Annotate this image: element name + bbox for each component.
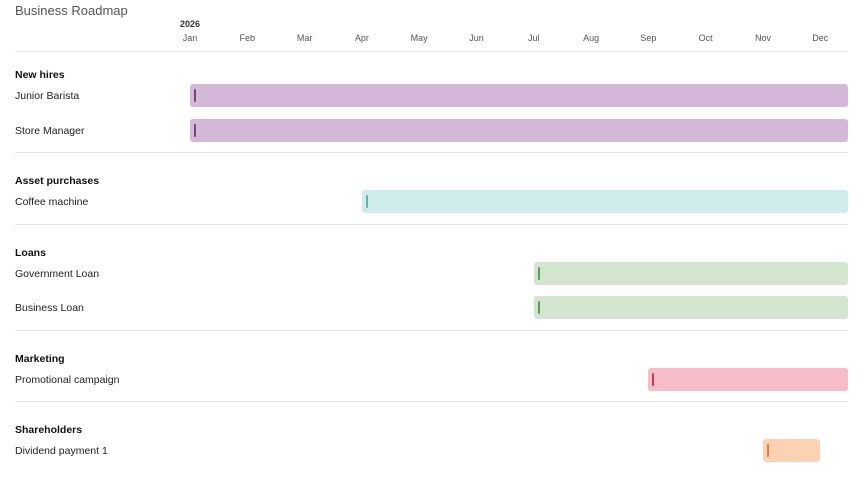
- task-bar-business-loan[interactable]: [533, 296, 848, 319]
- timeline-year: 2026: [180, 19, 201, 29]
- month-label-nov: Nov: [754, 33, 772, 43]
- group-divider: [15, 152, 848, 153]
- month-label-mar: Mar: [296, 33, 313, 43]
- task-label-dividend-payment-1: Dividend payment 1: [15, 445, 108, 457]
- bar-start-marker: [652, 372, 655, 386]
- task-label-junior-barista: Junior Barista: [15, 90, 80, 102]
- month-label-aug: Aug: [583, 33, 600, 43]
- group-divider: [15, 329, 848, 331]
- bar-start-marker: [767, 444, 769, 457]
- group-divider: [15, 223, 848, 225]
- task-label-government-loan: Government Loan: [15, 267, 100, 280]
- bar-start-marker: [537, 266, 540, 280]
- group-divider: [15, 401, 848, 402]
- header-divider: [15, 51, 848, 52]
- month-label-jan: Jan: [182, 33, 198, 43]
- task-bar-government-loan[interactable]: [533, 261, 848, 285]
- month-label-feb: Feb: [239, 33, 256, 43]
- task-bar-promotional-campaign[interactable]: [648, 367, 848, 391]
- bar-start-marker: [365, 195, 368, 208]
- group-heading-asset-purchases: Asset purchases: [15, 175, 100, 187]
- task-bar-junior-barista[interactable]: [190, 84, 848, 107]
- task-bar-dividend-payment-1[interactable]: [763, 439, 821, 462]
- month-label-sep: Sep: [640, 33, 657, 43]
- month-label-apr: Apr: [354, 33, 369, 43]
- task-label-business-loan: Business Loan: [15, 302, 84, 314]
- group-heading-shareholders: Shareholders: [15, 424, 83, 436]
- bar-start-marker: [194, 89, 196, 102]
- month-label-oct: Oct: [698, 33, 713, 43]
- bar-start-marker: [194, 123, 196, 137]
- group-heading-new-hires: New hires: [15, 69, 65, 81]
- month-label-jun: Jun: [469, 33, 484, 43]
- task-label-coffee-machine: Coffee machine: [15, 196, 89, 208]
- page-title: Business Roadmap: [15, 3, 128, 18]
- task-label-promotional-campaign: Promotional campaign: [15, 373, 120, 386]
- month-label-may: May: [410, 33, 428, 43]
- month-label-jul: Jul: [528, 33, 540, 43]
- month-label-dec: Dec: [812, 33, 829, 43]
- group-heading-marketing: Marketing: [15, 352, 65, 365]
- bar-start-marker: [537, 301, 540, 314]
- task-label-store-manager: Store Manager: [15, 124, 85, 137]
- task-bar-coffee-machine[interactable]: [361, 190, 848, 213]
- group-heading-loans: Loans: [15, 246, 46, 259]
- task-bar-store-manager[interactable]: [190, 118, 848, 142]
